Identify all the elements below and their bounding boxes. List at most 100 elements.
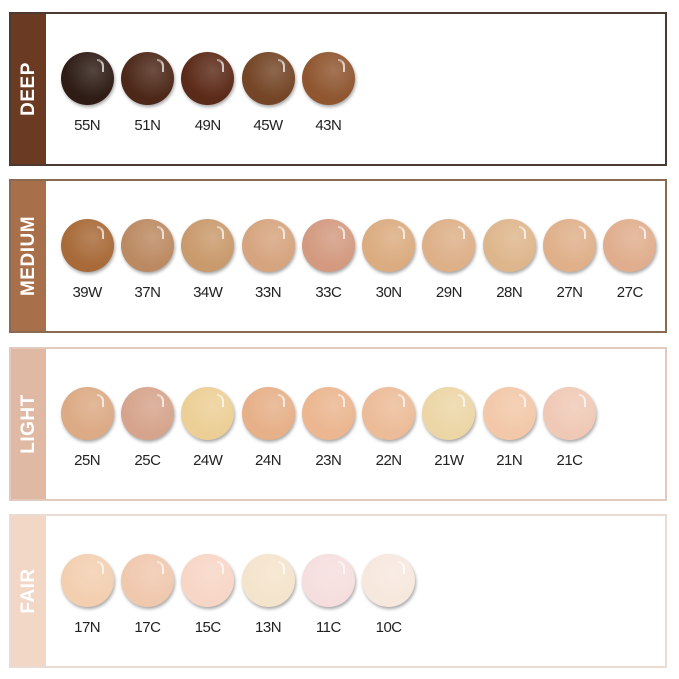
shade-swatch[interactable]: [301, 387, 355, 440]
shade-swatch[interactable]: [241, 52, 295, 105]
shade-code: 45W: [253, 117, 283, 134]
shade-code: 28N: [496, 284, 523, 301]
shade-swatch[interactable]: [362, 554, 416, 607]
category-label: MEDIUM: [17, 215, 39, 297]
shade-item[interactable]: 30N: [358, 219, 418, 301]
shade-swatch[interactable]: [120, 554, 174, 607]
shade-swatch[interactable]: [241, 219, 295, 272]
shade-item[interactable]: 27N: [539, 219, 599, 301]
shade-item[interactable]: 27C: [600, 219, 660, 301]
shade-item[interactable]: 17C: [117, 554, 177, 636]
shade-row: 55N 51N 49N 45W 43N: [57, 52, 358, 134]
shade-code: 21N: [496, 452, 523, 469]
shade-code: 34W: [193, 284, 223, 301]
shade-item[interactable]: 24N: [238, 387, 298, 469]
shade-swatch[interactable]: [60, 219, 114, 272]
shade-item[interactable]: 37N: [117, 219, 177, 301]
category-band: DEEP: [11, 14, 46, 164]
shade-swatch[interactable]: [60, 387, 114, 440]
shade-row: 17N 17C 15C 13N 11C 10C: [57, 554, 419, 636]
shade-code: 29N: [435, 284, 463, 301]
shade-item[interactable]: 21C: [539, 387, 599, 469]
shade-swatch[interactable]: [181, 387, 235, 440]
shade-code: 49N: [194, 117, 222, 134]
shade-code: 51N: [134, 117, 161, 134]
shade-item[interactable]: 22N: [358, 387, 418, 469]
shade-swatch[interactable]: [543, 219, 597, 272]
shade-code: 10C: [375, 619, 403, 636]
shade-swatch[interactable]: [120, 219, 174, 272]
shade-code: 30N: [375, 284, 403, 301]
category-band: FAIR: [11, 516, 46, 666]
shade-item[interactable]: 51N: [117, 52, 177, 134]
shade-item[interactable]: 55N: [57, 52, 117, 134]
shade-item[interactable]: 49N: [178, 52, 238, 134]
shade-row: 25N 25C 24W 24N 23N 22N 21W 21N 21C: [57, 387, 600, 469]
shade-swatch[interactable]: [120, 387, 174, 440]
shade-swatch[interactable]: [543, 387, 597, 440]
shade-code: 24N: [255, 452, 282, 469]
shade-item[interactable]: 33C: [298, 219, 358, 301]
shade-swatch[interactable]: [181, 52, 235, 105]
shade-item[interactable]: 13N: [238, 554, 298, 636]
shade-swatch[interactable]: [482, 387, 536, 440]
shade-code: 25N: [74, 452, 101, 469]
shade-code: 22N: [375, 452, 403, 469]
shade-item[interactable]: 11C: [298, 554, 358, 636]
shade-item[interactable]: 45W: [238, 52, 298, 134]
shade-item[interactable]: 43N: [298, 52, 358, 134]
shade-code: 17N: [74, 619, 101, 636]
category-band: MEDIUM: [11, 181, 46, 331]
shade-code: 27N: [556, 284, 584, 301]
shade-code: 21W: [434, 452, 464, 469]
shade-item[interactable]: 28N: [479, 219, 539, 301]
shade-item[interactable]: 34W: [178, 219, 238, 301]
shade-code: 39W: [72, 284, 102, 301]
shade-panel-light: LIGHT 25N 25C 24W 24N 23N 22N 21W 21N 21C: [9, 347, 667, 501]
shade-code: 25C: [134, 452, 161, 469]
shade-item[interactable]: 25N: [57, 387, 117, 469]
shade-panel-medium: MEDIUM 39W 37N 34W 33N 33C 30N 29N 28N 27N 27C: [9, 179, 667, 333]
shade-item[interactable]: 25C: [117, 387, 177, 469]
shade-code: 17C: [134, 619, 161, 636]
shade-code: 55N: [74, 117, 101, 134]
shade-swatch[interactable]: [60, 554, 114, 607]
shade-swatch[interactable]: [362, 387, 416, 440]
shade-item[interactable]: 29N: [419, 219, 479, 301]
shade-code: 24W: [193, 452, 223, 469]
shade-swatch[interactable]: [120, 52, 174, 105]
shade-swatch[interactable]: [422, 387, 476, 440]
category-band: LIGHT: [11, 349, 46, 499]
shade-swatch[interactable]: [60, 52, 114, 105]
shade-swatch[interactable]: [181, 554, 235, 607]
shade-swatch[interactable]: [181, 219, 235, 272]
shade-code: 23N: [315, 452, 342, 469]
shade-swatch[interactable]: [301, 219, 355, 272]
shade-code: 33C: [315, 284, 342, 301]
category-label: FAIR: [17, 568, 39, 614]
shade-row: 39W 37N 34W 33N 33C 30N 29N 28N 27N 27C: [57, 219, 660, 301]
shade-code: 27C: [616, 284, 644, 301]
shade-code: 33N: [255, 284, 282, 301]
shade-item[interactable]: 17N: [57, 554, 117, 636]
shade-item[interactable]: 10C: [358, 554, 418, 636]
shade-item[interactable]: 21W: [419, 387, 479, 469]
shade-item[interactable]: 23N: [298, 387, 358, 469]
shade-code: 37N: [134, 284, 161, 301]
shade-swatch[interactable]: [422, 219, 476, 272]
shade-item[interactable]: 21N: [479, 387, 539, 469]
shade-swatch[interactable]: [603, 219, 657, 272]
shade-swatch[interactable]: [241, 554, 295, 607]
shade-swatch[interactable]: [301, 52, 355, 105]
shade-item[interactable]: 33N: [238, 219, 298, 301]
shade-swatch[interactable]: [241, 387, 295, 440]
shade-swatch[interactable]: [362, 219, 416, 272]
shade-item[interactable]: 24W: [178, 387, 238, 469]
category-label: LIGHT: [17, 394, 39, 454]
shade-swatch[interactable]: [482, 219, 536, 272]
category-label: DEEP: [17, 62, 39, 116]
shade-item[interactable]: 15C: [178, 554, 238, 636]
shade-swatch[interactable]: [301, 554, 355, 607]
shade-item[interactable]: 39W: [57, 219, 117, 301]
shade-panel-fair: FAIR 17N 17C 15C 13N 11C 10C: [9, 514, 667, 668]
